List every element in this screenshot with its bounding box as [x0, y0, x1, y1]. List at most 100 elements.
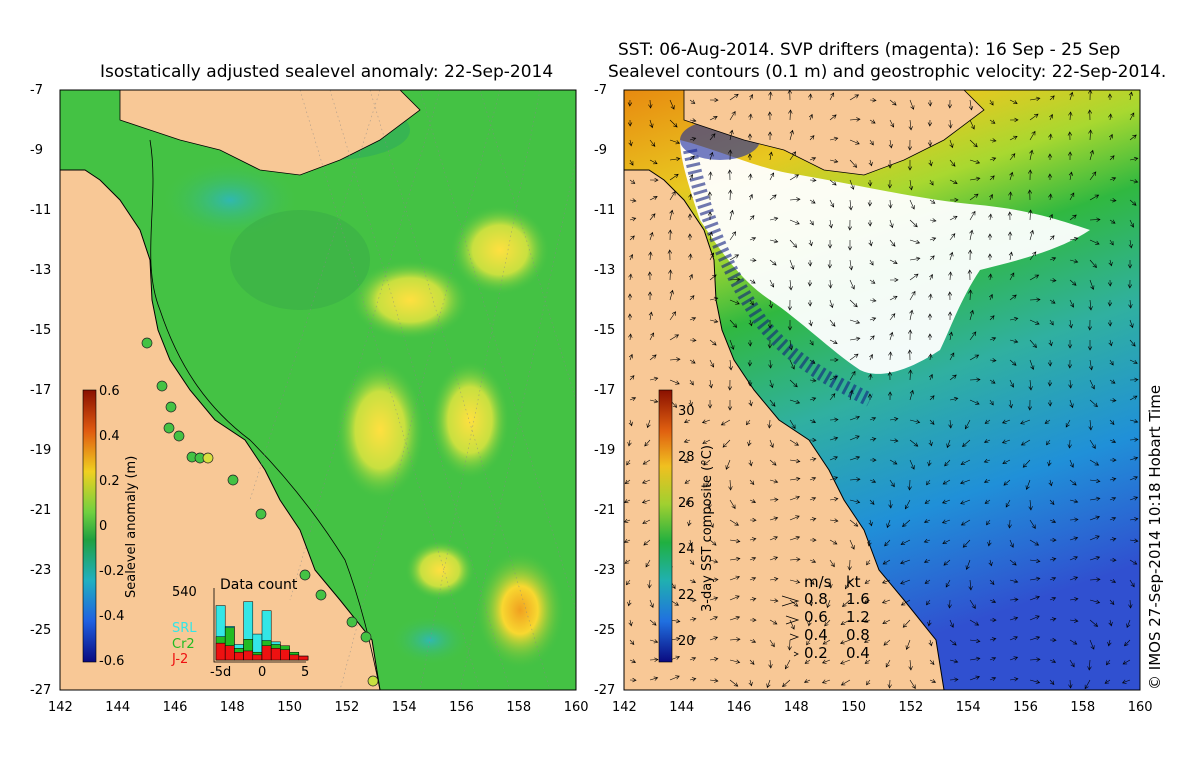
- velocity-arrow: [1129, 496, 1139, 501]
- velocity-arrow: [789, 476, 801, 482]
- velocity-arrow: [863, 599, 871, 604]
- velocity-arrow: [788, 339, 794, 351]
- velocity-arrow: [909, 99, 915, 110]
- velocity-arrow: [867, 539, 872, 547]
- velocity-arrow: [689, 338, 697, 343]
- velocity-arrow: [1028, 209, 1033, 221]
- velocity-arrow: [769, 536, 778, 541]
- velocity-arrow: [1087, 319, 1093, 331]
- velocity-arrow: [1009, 135, 1018, 141]
- hist-x-label-start: -5d: [210, 665, 232, 680]
- velocity-arrow: [969, 176, 981, 182]
- velocity-arrow: [729, 319, 738, 328]
- velocity-arrow: [728, 149, 733, 161]
- velocity-arrow: [1009, 171, 1014, 181]
- velocity-arrow: [747, 439, 752, 447]
- velocity-arrow: [1069, 639, 1078, 645]
- velocity-arrow: [729, 575, 740, 581]
- velocity-arrow: [1003, 479, 1011, 486]
- vel-legend-ms-1: 0.6: [804, 608, 828, 626]
- velocity-arrow: [669, 209, 674, 221]
- velocity-arrow: [887, 371, 893, 381]
- velocity-arrow: [849, 353, 859, 361]
- velocity-arrow: [749, 517, 757, 523]
- velocity-arrow: [809, 579, 815, 585]
- velocity-arrow: [1109, 419, 1115, 425]
- velocity-arrow: [809, 419, 817, 424]
- velocity-arrow: [849, 435, 860, 441]
- velocity-arrow: [1068, 171, 1074, 181]
- velocity-arrow: [1001, 439, 1011, 444]
- velocity-arrow: [789, 379, 798, 388]
- velocity-arrow: [946, 439, 951, 449]
- legend-j2: J-2: [172, 652, 189, 667]
- velocity-arrow: [809, 437, 817, 443]
- velocity-arrow: [1109, 457, 1117, 463]
- velocity-arrow: [1029, 339, 1037, 349]
- left-y-tick-3: -13: [30, 263, 52, 278]
- velocity-arrow: [1109, 155, 1115, 161]
- velocity-arrow: [929, 237, 937, 242]
- velocity-arrow: [900, 559, 911, 565]
- velocity-arrow: [748, 319, 753, 327]
- velocity-arrow: [809, 156, 817, 161]
- velocity-arrow: [808, 599, 813, 607]
- right-x-tick-4: 150: [841, 700, 867, 715]
- velocity-arrow: [969, 119, 975, 130]
- velocity-arrow: [769, 577, 779, 582]
- velocity-arrow: [1009, 677, 1019, 682]
- velocity-arrow: [889, 459, 898, 465]
- velocity-arrow: [669, 289, 674, 301]
- velocity-arrow: [769, 238, 779, 244]
- velocity-arrow: [840, 659, 851, 665]
- velocity-arrow: [1069, 659, 1075, 668]
- velocity-arrow: [1020, 419, 1031, 425]
- velocity-arrow: [689, 99, 696, 104]
- velocity-arrow: [1029, 635, 1041, 641]
- velocity-arrow: [869, 259, 874, 266]
- velocity-arrow: [1089, 279, 1095, 290]
- velocity-arrow: [829, 497, 839, 502]
- velocity-arrow: [909, 439, 919, 447]
- velocity-arrow: [747, 133, 753, 141]
- velocity-arrow: [949, 352, 955, 361]
- velocity-arrow: [769, 379, 774, 389]
- velocity-arrow: [629, 396, 637, 401]
- right-y-tick-6: -19: [594, 443, 616, 458]
- velocity-arrow: [748, 679, 753, 687]
- velocity-arrow: [767, 319, 773, 329]
- hist-x-label-end: 5: [301, 665, 310, 680]
- velocity-arrow: [1009, 539, 1014, 548]
- velocity-arrow: [727, 169, 732, 181]
- velocity-arrow: [1109, 496, 1117, 502]
- velocity-arrow: [909, 309, 914, 321]
- velocity-arrow: [989, 599, 997, 604]
- velocity-arrow: [902, 619, 911, 628]
- hist-x-label-mid: 0: [258, 665, 267, 680]
- velocity-arrow: [1109, 219, 1116, 224]
- velocity-arrow: [1029, 519, 1036, 529]
- velocity-arrow: [629, 159, 634, 166]
- velocity-arrow: [687, 213, 693, 221]
- velocity-arrow: [881, 599, 891, 604]
- velocity-arrow: [1029, 679, 1041, 684]
- velocity-arrow: [709, 115, 718, 121]
- velocity-arrow: [749, 93, 754, 101]
- velocity-arrow: [1049, 499, 1055, 505]
- velocity-arrow: [1127, 279, 1133, 289]
- velocity-arrow: [1089, 259, 1097, 269]
- sla-tick-4: -0.2: [99, 564, 125, 579]
- velocity-arrow: [709, 339, 717, 346]
- velocity-arrow: [948, 419, 953, 429]
- velocity-arrow: [727, 399, 733, 411]
- velocity-arrow: [701, 419, 711, 424]
- velocity-arrow: [705, 479, 711, 488]
- velocity-arrow: [1109, 537, 1117, 542]
- velocity-arrow: [729, 209, 734, 221]
- velocity-arrow: [628, 619, 633, 627]
- right-y-tick-8: -23: [594, 563, 616, 578]
- velocity-arrow: [828, 579, 833, 589]
- velocity-arrow: [649, 159, 658, 165]
- velocity-arrow: [1029, 319, 1040, 325]
- velocity-arrow: [747, 153, 753, 161]
